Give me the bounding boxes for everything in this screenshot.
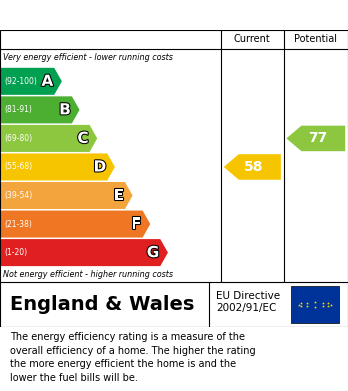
Text: (69-80): (69-80) <box>4 134 32 143</box>
Text: EU Directive
2002/91/EC: EU Directive 2002/91/EC <box>216 291 280 314</box>
Polygon shape <box>286 126 345 151</box>
Polygon shape <box>0 239 168 266</box>
Text: D: D <box>94 160 106 174</box>
Text: Not energy efficient - higher running costs: Not energy efficient - higher running co… <box>3 270 174 279</box>
Polygon shape <box>0 153 115 181</box>
Text: F: F <box>131 217 142 231</box>
Polygon shape <box>0 125 97 152</box>
Polygon shape <box>0 68 62 95</box>
Text: (39-54): (39-54) <box>4 191 32 200</box>
Polygon shape <box>0 182 133 209</box>
Text: A: A <box>41 74 53 89</box>
Text: Current: Current <box>234 34 271 45</box>
Text: (81-91): (81-91) <box>4 105 32 114</box>
Bar <box>291 285 339 323</box>
Text: 77: 77 <box>308 131 327 145</box>
Text: The energy efficiency rating is a measure of the
overall efficiency of a home. T: The energy efficiency rating is a measur… <box>10 332 256 383</box>
Polygon shape <box>224 154 281 180</box>
Text: (55-68): (55-68) <box>4 163 32 172</box>
Text: (21-38): (21-38) <box>4 220 32 229</box>
Text: E: E <box>113 188 124 203</box>
Text: Potential: Potential <box>294 34 337 45</box>
Text: Energy Efficiency Rating: Energy Efficiency Rating <box>10 7 213 23</box>
Text: C: C <box>77 131 88 146</box>
Text: England & Wales: England & Wales <box>10 295 195 314</box>
Text: Very energy efficient - lower running costs: Very energy efficient - lower running co… <box>3 54 173 63</box>
Text: (92-100): (92-100) <box>4 77 37 86</box>
Polygon shape <box>0 210 150 238</box>
Text: 58: 58 <box>244 160 263 174</box>
Text: B: B <box>59 102 71 117</box>
Text: (1-20): (1-20) <box>4 248 27 257</box>
Text: G: G <box>147 245 159 260</box>
Polygon shape <box>0 96 80 124</box>
